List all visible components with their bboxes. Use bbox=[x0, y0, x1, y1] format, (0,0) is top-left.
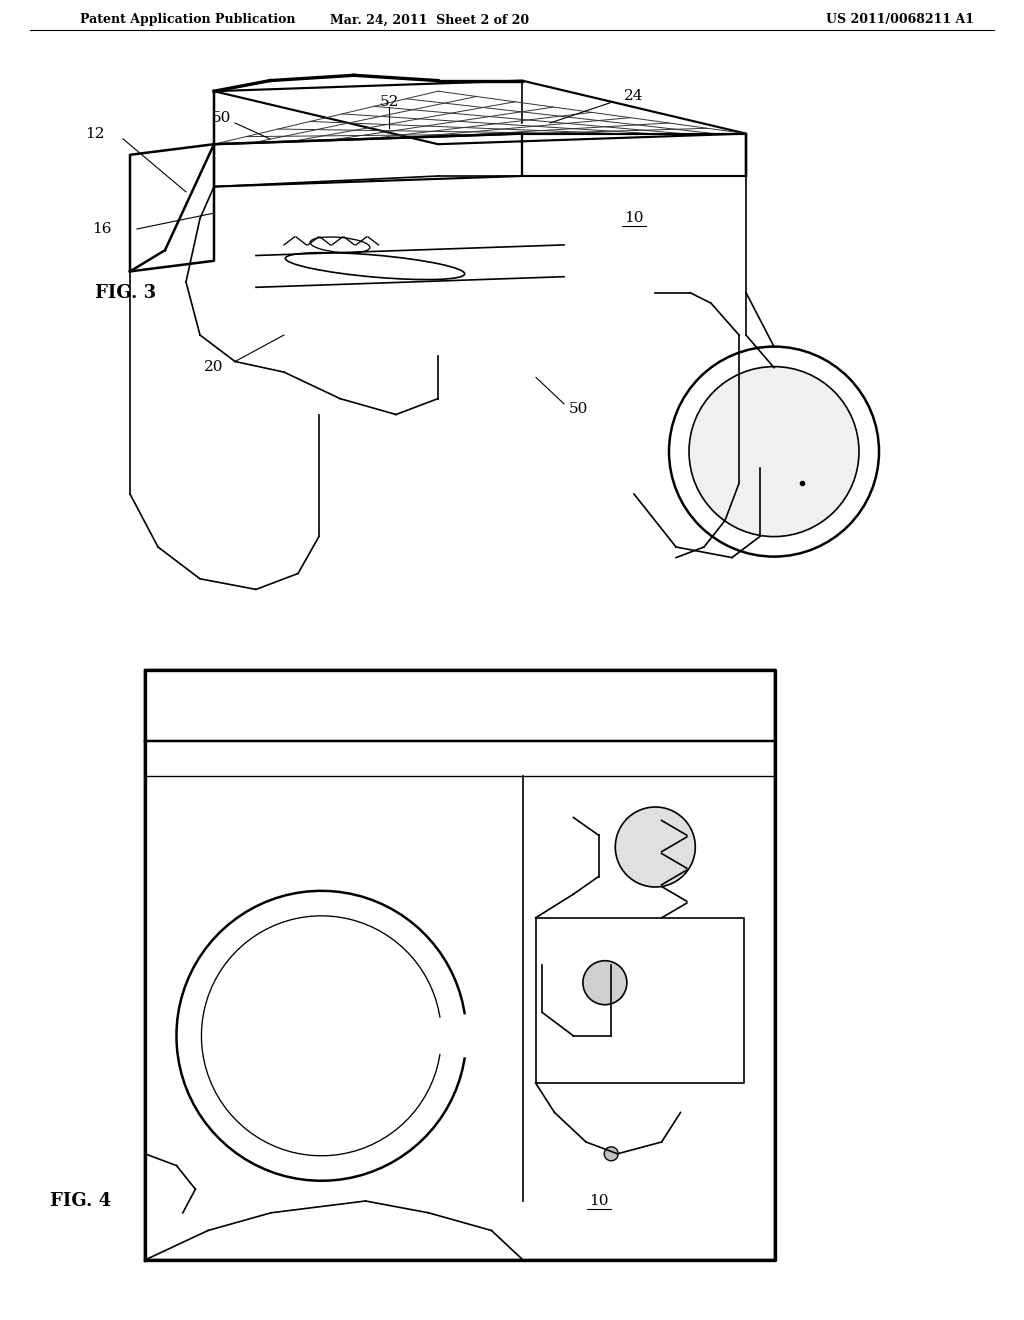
Text: Mar. 24, 2011  Sheet 2 of 20: Mar. 24, 2011 Sheet 2 of 20 bbox=[331, 13, 529, 26]
Circle shape bbox=[689, 367, 859, 537]
Text: 16: 16 bbox=[92, 222, 112, 236]
Text: 52: 52 bbox=[379, 95, 398, 108]
Text: 50: 50 bbox=[568, 403, 588, 416]
Text: FIG. 4: FIG. 4 bbox=[50, 1192, 112, 1210]
Circle shape bbox=[615, 807, 695, 887]
Text: 10: 10 bbox=[589, 1195, 608, 1208]
Text: US 2011/0068211 A1: US 2011/0068211 A1 bbox=[826, 13, 974, 26]
Circle shape bbox=[583, 961, 627, 1005]
Text: 10: 10 bbox=[625, 211, 644, 226]
Text: 24: 24 bbox=[625, 90, 644, 103]
Text: 50: 50 bbox=[211, 111, 230, 124]
Circle shape bbox=[604, 1147, 618, 1160]
Text: Patent Application Publication: Patent Application Publication bbox=[80, 13, 296, 26]
Text: FIG. 3: FIG. 3 bbox=[95, 284, 156, 301]
FancyBboxPatch shape bbox=[145, 671, 775, 1261]
Text: 12: 12 bbox=[85, 127, 104, 141]
Text: 20: 20 bbox=[204, 360, 224, 374]
